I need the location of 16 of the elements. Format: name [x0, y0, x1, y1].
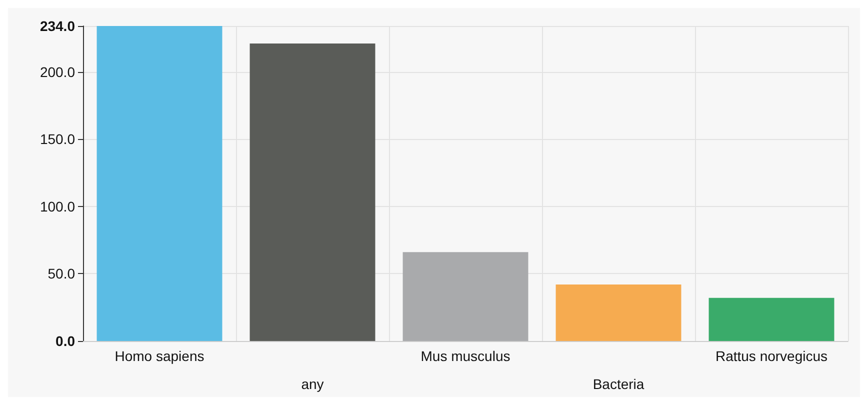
y-tick-label: 150.0: [40, 131, 76, 148]
bar: [556, 284, 682, 341]
x-tick-label: any: [301, 376, 324, 392]
bar: [250, 44, 376, 341]
bar: [96, 26, 222, 341]
y-tick-label: 234.0: [40, 18, 76, 34]
x-tick-label: Homo sapiens: [114, 348, 204, 364]
y-tick-label: 200.0: [40, 64, 76, 80]
bar: [708, 298, 834, 341]
y-tick-label: 0.0: [56, 333, 76, 349]
x-tick-label: Bacteria: [592, 376, 644, 392]
bar: [402, 252, 528, 341]
y-tick-label: 100.0: [40, 198, 76, 214]
y-tick-label: 50.0: [48, 266, 76, 282]
x-tick-label: Rattus norvegicus: [715, 348, 828, 364]
x-tick-label: Mus musculus: [420, 348, 510, 364]
